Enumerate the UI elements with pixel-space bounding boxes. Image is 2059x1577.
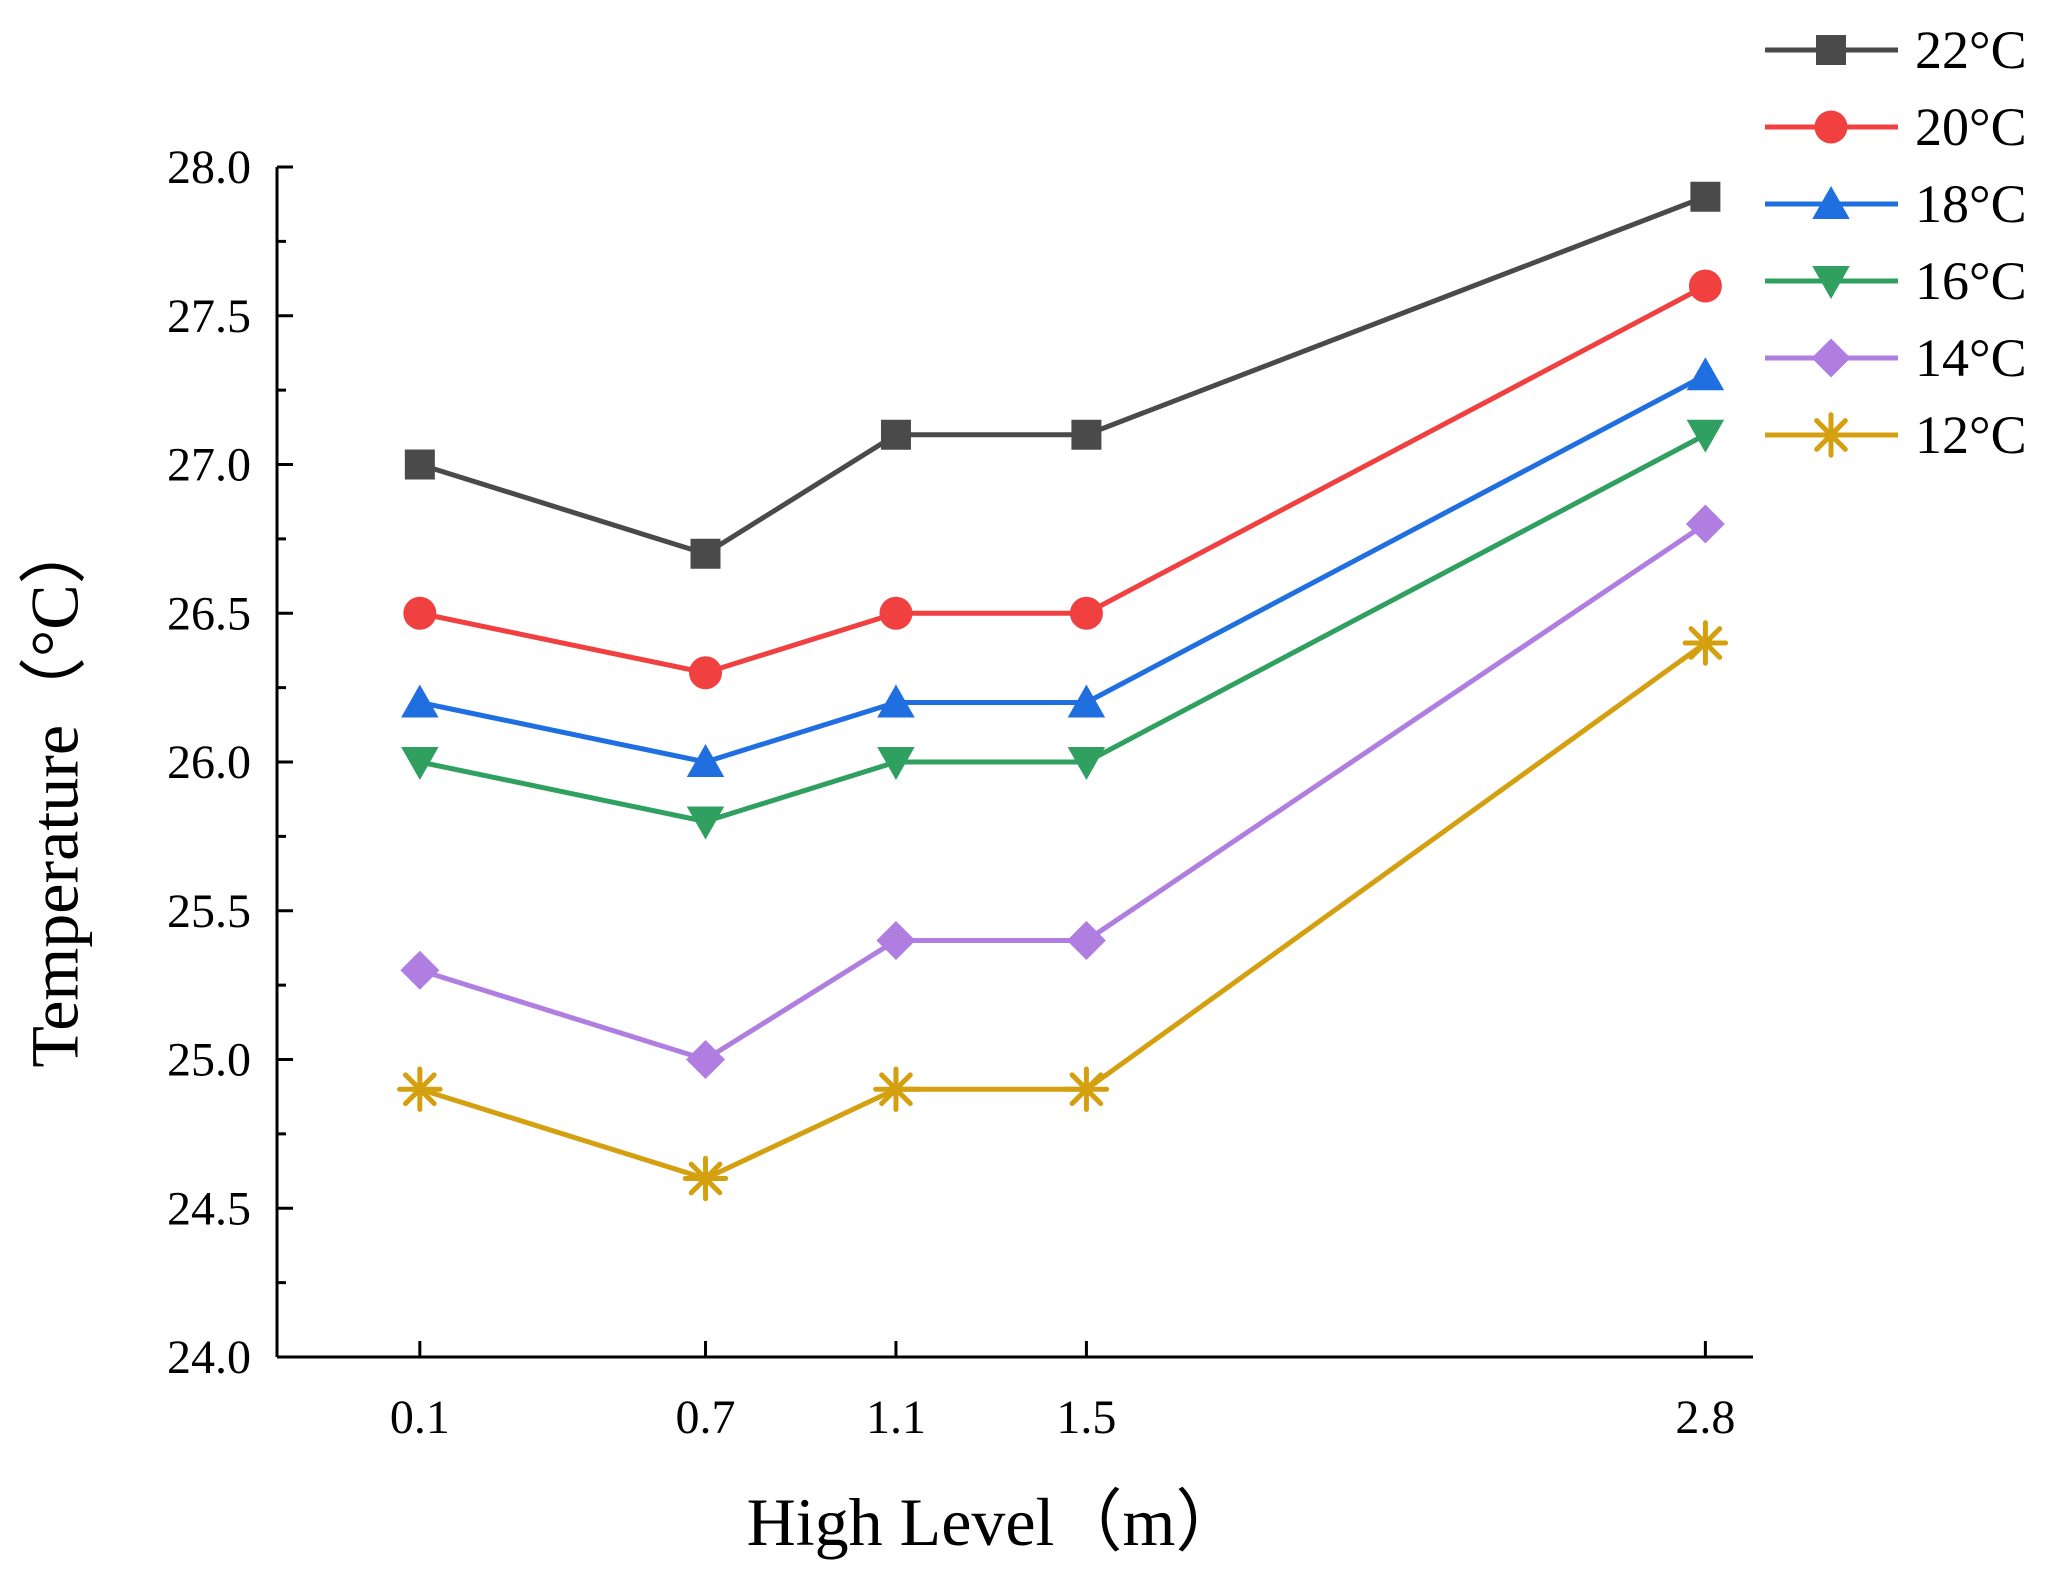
marker-circle: [403, 596, 437, 630]
x-tick-label: 0.1: [390, 1391, 450, 1444]
series-line: [419, 521, 1707, 1062]
series-line: [419, 194, 1707, 557]
asterisk-stroke: [688, 1161, 723, 1196]
y-tick-label: 24.5: [167, 1182, 251, 1235]
series-3: [401, 419, 1725, 840]
y-tick-label: 28.0: [167, 141, 251, 194]
marker-circle: [879, 596, 913, 630]
marker-triangle-up: [1812, 186, 1850, 219]
marker-asterisk: [1808, 412, 1854, 458]
marker-circle: [1688, 269, 1722, 303]
asterisk-stroke: [1688, 626, 1723, 660]
asterisk-stroke: [1069, 1072, 1104, 1107]
legend-label: 18°C: [1915, 174, 2027, 234]
marker-square: [1816, 35, 1846, 65]
legend-item: 12°C: [1765, 405, 2027, 465]
legend: 22°C 20°C 18°C 16°C 14°C 12°C: [1765, 20, 2027, 465]
series-line: [419, 640, 1707, 1181]
series-2: [401, 357, 1725, 777]
legend-item: 18°C: [1765, 174, 2027, 234]
marker-triangle-down: [1812, 266, 1850, 299]
series-5: [397, 620, 1729, 1202]
series-0: [404, 181, 1721, 569]
marker-diamond: [1066, 921, 1106, 960]
marker-triangle-down: [686, 806, 725, 840]
marker-asterisk: [1063, 1066, 1110, 1112]
marker-square: [1690, 181, 1721, 212]
marker-circle: [1069, 596, 1103, 630]
marker-square: [404, 449, 435, 480]
y-axis-title: Temperature（°C）: [17, 516, 93, 1067]
marker-circle: [689, 656, 723, 690]
y-tick-label: 26.0: [167, 736, 251, 789]
y-tick-label: 27.5: [167, 290, 251, 343]
marker-triangle-up: [686, 744, 725, 777]
y-tick-label: 25.0: [167, 1034, 251, 1087]
series-layer: [397, 181, 1729, 1202]
marker-asterisk: [873, 1066, 919, 1112]
marker-triangle-up: [1686, 357, 1725, 391]
x-tick-label: 1.1: [866, 1391, 926, 1444]
y-ticks: 24.0 24.5 25.0 25.5 26.0 26.5 27.0 27.5 28.0: [167, 141, 293, 1384]
marker-asterisk: [1682, 620, 1729, 666]
legend-label: 16°C: [1915, 251, 2027, 311]
legend-item: 20°C: [1765, 97, 2027, 157]
y-tick-label: 27.0: [167, 439, 251, 492]
series-line: [419, 432, 1707, 824]
marker-triangle-down: [1067, 747, 1106, 780]
marker-triangle-up: [1067, 684, 1106, 718]
asterisk-stroke: [1814, 418, 1848, 452]
asterisk-stroke: [403, 1072, 437, 1107]
x-tick-label: 0.7: [676, 1391, 736, 1444]
legend-item: 16°C: [1765, 251, 2027, 311]
marker-square: [880, 419, 911, 450]
marker-triangle-down: [1686, 419, 1725, 453]
marker-diamond: [686, 1040, 726, 1079]
legend-label: 20°C: [1915, 97, 2027, 157]
marker-triangle-down: [877, 747, 915, 780]
marker-asterisk: [397, 1066, 443, 1112]
y-tick-label: 26.5: [167, 587, 251, 640]
legend-label: 14°C: [1915, 328, 2027, 388]
x-tick-label: 2.8: [1675, 1391, 1735, 1444]
x-ticks: 0.1 0.7 1.1 1.5 2.8: [390, 1341, 1735, 1444]
marker-diamond: [1811, 338, 1851, 378]
x-tick-label: 1.5: [1056, 1391, 1116, 1444]
x-axis-title: High Level（m）: [747, 1484, 1244, 1560]
marker-triangle-down: [401, 747, 439, 780]
marker-diamond: [400, 950, 440, 990]
marker-triangle-up: [877, 684, 915, 718]
marker-circle: [1814, 110, 1848, 144]
marker-triangle-up: [401, 684, 439, 718]
marker-diamond: [876, 921, 916, 960]
marker-square: [690, 538, 721, 569]
marker-square: [1071, 419, 1102, 450]
series-1: [403, 269, 1722, 690]
legend-label: 22°C: [1915, 20, 2027, 80]
marker-asterisk: [682, 1155, 729, 1202]
marker-diamond: [1685, 504, 1725, 544]
legend-label: 12°C: [1915, 405, 2027, 465]
y-tick-label: 25.5: [167, 885, 251, 938]
y-tick-label: 24.0: [167, 1331, 251, 1384]
legend-item: 14°C: [1765, 328, 2027, 388]
series-4: [400, 504, 1725, 1079]
asterisk-stroke: [879, 1072, 913, 1107]
legend-item: 22°C: [1765, 20, 2027, 80]
